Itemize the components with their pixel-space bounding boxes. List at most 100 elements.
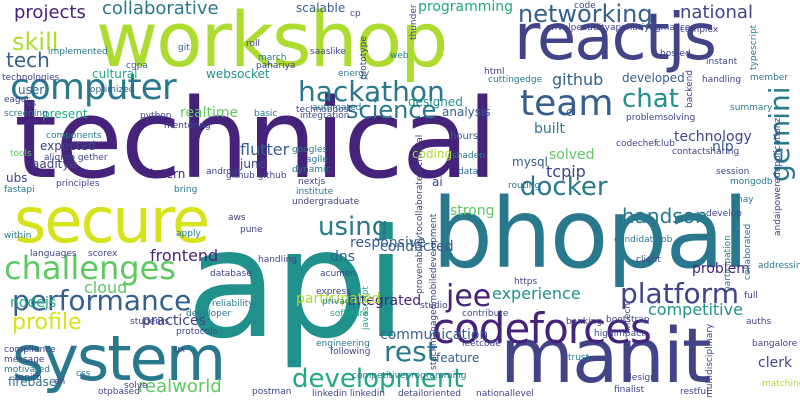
word: problemsolving [626,113,696,123]
word: analysis [442,105,491,119]
word: screening [4,109,48,119]
word: websocket [206,67,270,81]
word: basic [254,109,278,119]
word: workshop [96,0,448,84]
word: solved [549,147,595,163]
word: technology [674,129,752,145]
word: roll [246,39,261,49]
word: present [42,107,88,121]
word: responsive [350,235,426,251]
word: compliance [4,345,56,355]
word: prototype [359,36,369,80]
word: html [484,67,505,77]
word: networking [518,0,653,28]
word: development [292,364,464,394]
word: optimized [90,85,135,95]
word: shaden [452,151,485,161]
word: expected [40,139,96,153]
word: cp [350,9,361,19]
word: languages [30,249,77,259]
word: team [520,83,614,124]
word: aws [228,213,246,223]
word: ubs [6,171,28,185]
word: reliability [212,299,254,309]
word: participation [723,235,733,292]
word: june [240,157,266,171]
word: eager [4,95,31,105]
word: skill [12,28,59,56]
word: national [680,2,753,23]
word: handling [702,75,742,85]
word: system [12,322,226,395]
word: privacy [322,297,356,307]
word: automated [312,103,362,113]
word: postman [252,387,292,397]
word: summary [730,103,773,113]
word: developed [622,71,685,85]
word: march [258,53,287,63]
word: bhopal [432,178,749,290]
word: multidisciplinary [705,323,715,398]
word: experience [492,284,581,303]
word: flutter [240,140,290,159]
word: github [552,70,604,89]
word: banking [566,317,603,327]
word: develop [706,209,742,219]
word: tech [6,48,50,72]
word: nextjs [298,177,326,187]
word: collaborative [102,0,219,19]
word: database [210,269,252,279]
word: cloud [84,278,128,297]
word: fastapi [4,185,35,195]
word: mongodb [730,177,773,187]
word: en [54,377,66,387]
word: rest [384,335,438,368]
word: otpbased [98,387,140,397]
word: contactsharing [672,147,740,157]
word: codechef [616,139,658,149]
word: message [4,355,45,365]
word: cuttingedge [488,75,543,85]
word: express [316,287,351,297]
word: backend [685,69,695,108]
word: cgpa [126,61,148,71]
word: nodejs [10,295,57,311]
word: designed [408,95,463,109]
word: design [626,373,656,383]
word: css [76,369,91,379]
word: zenith [14,373,42,383]
word: developer [186,309,232,319]
word: nationallevel [476,389,534,399]
word: candidatejob [614,235,673,245]
word: auths [746,317,772,327]
word: handson [622,204,708,228]
word: dynamic [292,165,331,175]
word: performance [12,284,192,317]
word: stackmanagedmobiledevelopment [429,213,439,370]
word: firebase [8,375,57,389]
word: dns [330,249,356,265]
word: codeforces [432,304,652,353]
word: technologies [2,73,60,83]
word: integrated [348,293,422,309]
word: secure [14,184,210,257]
word: pune [240,225,263,235]
word: web [390,51,409,61]
word: bring [174,185,198,195]
word: apply [176,229,201,239]
word: jee [446,279,492,314]
word: handling [258,255,298,265]
word: highimpact [594,329,645,339]
word: practices [142,313,206,329]
word: alignto gether [44,153,108,163]
word: problem [692,261,750,277]
word: hosted [660,49,691,59]
word: institute [296,187,334,197]
word: hackathon [298,75,445,108]
word: software [330,309,369,319]
word: club [656,139,675,149]
word: googles [292,145,328,155]
word: complex [680,25,719,35]
word: bangalore [752,339,798,349]
word: scorex [88,249,118,259]
